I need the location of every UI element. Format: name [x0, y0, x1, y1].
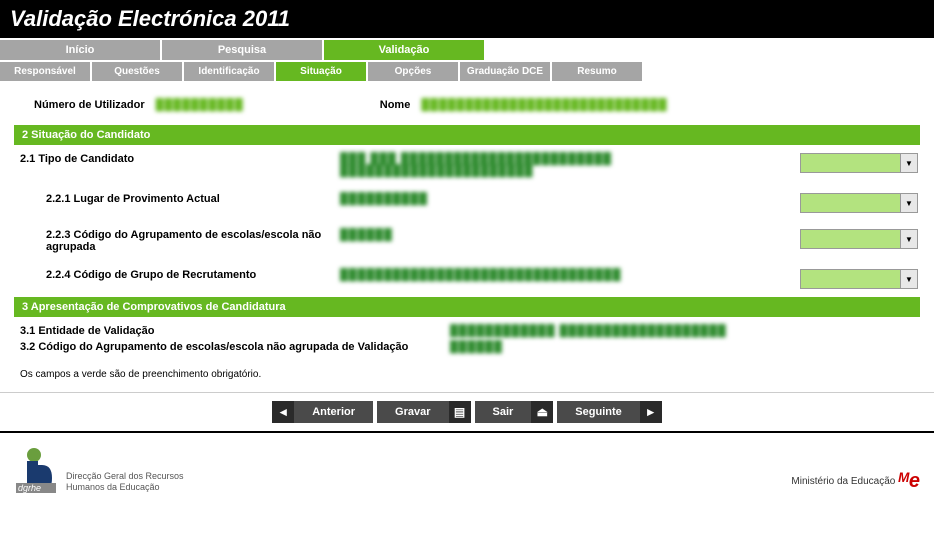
field-value: ██████ — [450, 341, 920, 353]
sub-tab-6[interactable]: Resumo — [552, 62, 642, 81]
nav-bar: ◄ Anterior Gravar ▤ Sair ⏏ Seguinte ► — [0, 393, 934, 433]
content-area: Número de Utilizador ██████████ Nome ███… — [0, 81, 934, 393]
field-label: 3.2 Código do Agrupamento de escolas/esc… — [20, 341, 450, 353]
user-number-value: ██████████ — [156, 99, 244, 111]
sub-tab-1[interactable]: Questões — [92, 62, 182, 81]
sub-tab-5[interactable]: Graduação DCE — [460, 62, 550, 81]
sub-tab-4[interactable]: Opções — [368, 62, 458, 81]
sub-tab-2[interactable]: Identificação — [184, 62, 274, 81]
main-tabs: InícioPesquisaValidação — [0, 40, 934, 60]
field-value: ███ ███ ████████████████████████ ███████… — [340, 153, 800, 177]
field-lugar-provimento: 2.2.1 Lugar de Provimento Actual ███████… — [14, 185, 920, 221]
next-button[interactable]: Seguinte ► — [557, 401, 661, 423]
section-2-header: 2 Situação do Candidato — [14, 125, 920, 145]
footer-right-text: Ministério da Educação — [791, 476, 895, 487]
footer-left-line1: Direcção Geral dos Recursos — [66, 471, 184, 482]
field-entidade-validacao: 3.1 Entidade de Validação ████████████ █… — [14, 317, 920, 339]
svg-text:dgrhe: dgrhe — [18, 483, 41, 493]
user-number-label: Número de Utilizador — [34, 99, 145, 111]
field-label: 2.2.1 Lugar de Provimento Actual — [20, 193, 340, 205]
main-tab-0[interactable]: Início — [0, 40, 160, 60]
page-header: Validação Electrónica 2011 — [0, 0, 934, 38]
field-label: 2.2.4 Código de Grupo de Recrutamento — [20, 269, 340, 281]
select-lugar-provimento[interactable]: ▼ — [800, 193, 920, 213]
sub-tab-3[interactable]: Situação — [276, 62, 366, 81]
field-label: 2.1 Tipo de Candidato — [20, 153, 340, 165]
prev-button[interactable]: ◄ Anterior — [272, 401, 373, 423]
chevron-down-icon[interactable]: ▼ — [900, 153, 918, 173]
arrow-right-icon: ► — [640, 401, 662, 423]
chevron-down-icon[interactable]: ▼ — [900, 229, 918, 249]
exit-button[interactable]: Sair ⏏ — [475, 401, 554, 423]
ministerio-logo: Ministério da Educação ᴹe — [791, 470, 920, 493]
field-codigo-validacao: 3.2 Código do Agrupamento de escolas/esc… — [14, 339, 920, 361]
field-value: ████████████ ███████████████████ — [450, 325, 920, 337]
select-tipo-candidato[interactable]: ▼ — [800, 153, 920, 173]
field-tipo-candidato: 2.1 Tipo de Candidato ███ ███ ██████████… — [14, 145, 920, 185]
save-icon: ▤ — [449, 401, 471, 423]
chevron-down-icon[interactable]: ▼ — [900, 269, 918, 289]
chevron-down-icon[interactable]: ▼ — [900, 193, 918, 213]
me-icon: ᴹe — [897, 470, 920, 493]
footer-left-line2: Humanos da Educação — [66, 482, 184, 493]
field-label: 2.2.3 Código do Agrupamento de escolas/e… — [20, 229, 340, 253]
arrow-left-icon: ◄ — [272, 401, 294, 423]
field-grupo-recrutamento: 2.2.4 Código de Grupo de Recrutamento ██… — [14, 261, 920, 297]
select-grupo-recrutamento[interactable]: ▼ — [800, 269, 920, 289]
field-codigo-agrupamento: 2.2.3 Código do Agrupamento de escolas/e… — [14, 221, 920, 261]
section-3-header: 3 Apresentação de Comprovativos de Candi… — [14, 297, 920, 317]
user-info-row: Número de Utilizador ██████████ Nome ███… — [34, 99, 920, 111]
main-tab-2[interactable]: Validação — [324, 40, 484, 60]
field-value: ██████ — [340, 229, 800, 241]
user-name-value: ████████████████████████████ — [421, 99, 667, 111]
mandatory-note: Os campos a verde são de preenchimento o… — [20, 369, 920, 380]
select-codigo-agrupamento[interactable]: ▼ — [800, 229, 920, 249]
sub-tab-0[interactable]: Responsável — [0, 62, 90, 81]
field-value: ████████████████████████████████ — [340, 269, 800, 281]
user-name-label: Nome — [380, 99, 411, 111]
field-label: 3.1 Entidade de Validação — [20, 325, 450, 337]
page-title: Validação Electrónica 2011 — [10, 6, 290, 31]
footer: dgrhe Direcção Geral dos Recursos Humano… — [0, 433, 934, 503]
sub-tabs: ResponsávelQuestõesIdentificaçãoSituação… — [0, 62, 934, 81]
save-button[interactable]: Gravar ▤ — [377, 401, 470, 423]
exit-icon: ⏏ — [531, 401, 553, 423]
main-tab-1[interactable]: Pesquisa — [162, 40, 322, 60]
dgrhe-logo: dgrhe Direcção Geral dos Recursos Humano… — [14, 443, 184, 493]
field-value: ██████████ — [340, 193, 800, 205]
